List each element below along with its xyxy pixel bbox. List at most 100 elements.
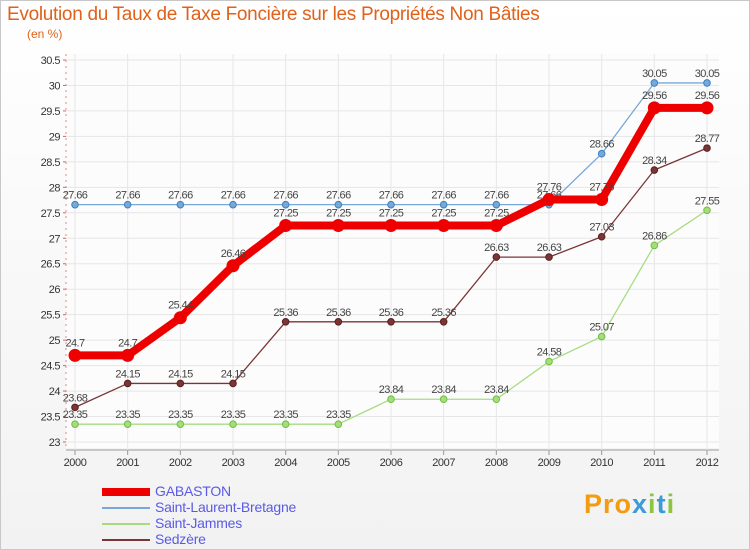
data-point [489,219,503,233]
x-tick-label: 2006 [380,457,403,469]
data-point [439,200,448,209]
data-point [492,200,501,209]
data-point [492,253,501,261]
data-point [597,149,606,158]
data-point [71,403,79,412]
data-label: 24.58 [537,347,562,359]
data-label: 23.35 [221,409,246,421]
data-point [176,420,185,428]
data-point [229,200,237,209]
y-axis-unit: (en %) [27,27,63,41]
data-label: 28.66 [589,139,614,151]
data-point [71,200,79,209]
data-point [647,101,661,115]
data-label: 28.34 [642,155,667,167]
data-label: 29.56 [642,90,667,102]
data-point [68,348,82,362]
data-point [331,219,345,233]
data-label: 27.76 [589,182,614,194]
series-2: 23.35 23.35 23.35 23.35 23.35 23.35 23.84 23.84… [63,195,720,428]
legend-label-gabaston: GABASTON [155,483,231,499]
data-point [437,219,451,233]
data-label: 24.15 [168,368,193,380]
data-label: 25.36 [326,307,351,319]
y-tick-label: 26.5 [41,259,61,271]
chart-title: Evolution du Taux de Taxe Foncière sur l… [7,4,540,25]
data-point [334,200,343,209]
data-point [176,379,185,388]
data-point [334,420,343,428]
y-tick-label: 28 [49,182,61,194]
y-tick-label: 29 [49,131,61,143]
y-tick-label: 25 [49,335,61,347]
data-label: 25.36 [431,307,456,319]
data-label: 27.66 [431,190,456,202]
y-tick-label: 30 [49,80,61,92]
data-label: 27.55 [695,195,720,207]
data-label: 27.25 [273,208,298,220]
data-point [700,101,714,115]
data-point [123,420,132,428]
y-tick-label: 24 [49,386,61,398]
data-label: 23.68 [63,392,88,404]
data-label: 27.66 [379,190,404,202]
data-point [173,311,187,325]
data-point [387,395,395,404]
data-point [597,332,606,341]
data-point [650,166,659,174]
data-label: 23.35 [326,409,351,421]
data-label: 27.03 [589,222,614,234]
data-label: 27.66 [273,190,298,202]
data-point [545,357,553,366]
data-label: 24.15 [115,368,140,380]
x-tick-label: 2005 [327,457,350,469]
data-label: 27.76 [537,182,562,194]
x-tick-label: 2004 [274,457,297,469]
x-tick-label: 2008 [485,457,508,469]
data-label: 23.35 [273,409,298,421]
data-point [123,200,132,209]
series-1: 27.66 27.66 27.66 27.66 27.66 27.66 27.66 27.66… [63,68,720,209]
data-label: 23.84 [484,384,509,396]
y-tick-label: 27 [49,233,61,245]
data-point [387,317,395,326]
data-label: 27.66 [63,190,88,202]
data-label: 27.66 [115,190,140,202]
data-point [123,379,132,388]
data-label: 25.44 [168,300,193,312]
y-tick-label: 24.5 [41,361,61,373]
proxiti-logo: Proxiti [584,489,676,519]
data-label: 24.7 [65,337,84,349]
data-label: 27.66 [168,190,193,202]
y-tick-label: 26 [49,284,61,296]
data-point [279,219,293,233]
data-point [229,420,237,428]
x-tick-label: 2011 [643,457,665,469]
y-tick-label: 23 [49,437,61,449]
data-label: 29.56 [695,90,720,102]
series-0: 24.7 24.7 25.44 26.46 27.25 27.25 27.25 27.25 27… [65,90,720,362]
data-point [545,253,553,261]
data-label: 27.25 [484,208,509,220]
data-label: 27.66 [326,190,351,202]
x-tick-label: 2012 [696,457,719,469]
y-tick-label: 28.5 [41,157,61,169]
data-label: 28.77 [695,133,720,145]
data-label: 23.35 [115,409,140,421]
data-point [334,317,343,326]
x-tick-label: 2002 [169,457,192,469]
x-tick-label: 2007 [432,457,455,469]
y-tick-label: 30.5 [41,55,61,67]
data-point [595,193,609,207]
data-label: 27.66 [484,190,509,202]
data-label: 27.25 [431,208,456,220]
data-label: 24.15 [221,368,246,380]
data-point [121,348,135,362]
data-label: 23.35 [63,409,88,421]
data-point [387,200,395,209]
legend-label-sedzere: Sedzère [155,531,206,547]
x-tick-label: 2000 [64,457,87,469]
data-point [281,200,290,209]
legend-label-saint-jammes: Saint-Jammes [155,515,243,531]
